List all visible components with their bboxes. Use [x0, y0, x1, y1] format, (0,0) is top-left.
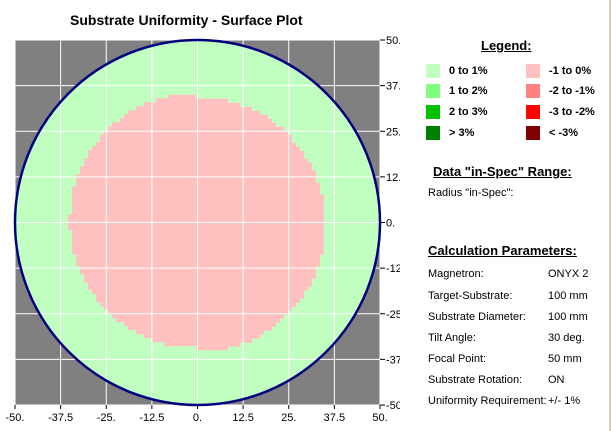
- legend-item: 1 to 2%: [426, 84, 488, 98]
- param-value: ONYX 2: [548, 268, 589, 280]
- legend-item: < -3%: [526, 126, 578, 140]
- legend-label: 2 to 3%: [449, 106, 488, 118]
- legend-item: > 3%: [426, 126, 474, 140]
- legend-label: 1 to 2%: [449, 85, 488, 97]
- y-tick-label: 25.: [386, 126, 400, 138]
- legend-heading: Legend:: [481, 38, 532, 53]
- surface-plot: 50. 37.5 25. 12.5 0. -12.5 -25. -37.5 -50. -50. -…: [6, 35, 400, 424]
- x-tick-label: 12.5: [232, 412, 253, 424]
- param-value: 30 deg.: [548, 332, 585, 344]
- legend-swatch: [526, 105, 540, 119]
- legend-label: > 3%: [449, 127, 475, 139]
- x-tick-label: 0.: [193, 412, 202, 424]
- params-heading: Calculation Parameters:: [428, 243, 577, 258]
- legend-label: -3 to -2%: [549, 106, 595, 118]
- param-value: 100 mm: [548, 290, 588, 302]
- legend-swatch: [426, 84, 440, 98]
- param-value: 100 mm: [548, 311, 588, 323]
- legend-swatch: [426, 126, 440, 140]
- x-tick-label: -12.5: [139, 412, 164, 424]
- param-value: ON: [548, 374, 565, 386]
- x-tick-label: -37.5: [48, 412, 73, 424]
- legend-swatch: [526, 126, 540, 140]
- y-tick-label: -37.5: [386, 354, 400, 366]
- legend-label: -2 to -1%: [549, 85, 595, 97]
- y-tick-label: -12.5: [386, 263, 400, 275]
- legend-item: -3 to -2%: [526, 105, 595, 119]
- param-value: 50 mm: [548, 353, 582, 365]
- param-value: +/- 1%: [548, 395, 581, 407]
- in-spec-heading: Data "in-Spec" Range:: [433, 164, 572, 179]
- legend-swatch: [526, 64, 540, 78]
- x-tick-label: 37.5: [324, 412, 345, 424]
- param-label: Tilt Angle:: [428, 332, 476, 344]
- param-label: Target-Substrate:: [428, 290, 513, 302]
- legend-item: 0 to 1%: [426, 64, 488, 78]
- y-tick-label: 12.5: [386, 172, 400, 184]
- legend-item: -1 to 0%: [526, 64, 591, 78]
- chart-title: Substrate Uniformity - Surface Plot: [70, 12, 303, 28]
- legend-swatch: [426, 64, 440, 78]
- x-tick-label: 50.: [372, 412, 387, 424]
- param-label: Substrate Rotation:: [428, 374, 523, 386]
- y-tick-label: 37.5: [386, 81, 400, 93]
- y-tick-label: 0.: [386, 218, 395, 230]
- x-tick-label: -50.: [6, 412, 25, 424]
- param-label: Focal Point:: [428, 353, 487, 365]
- legend-label: -1 to 0%: [549, 65, 592, 77]
- param-label: Magnetron:: [428, 268, 484, 280]
- param-label: Substrate Diameter:: [428, 311, 526, 323]
- legend-label: < -3%: [549, 127, 579, 139]
- legend-label: 0 to 1%: [449, 65, 488, 77]
- y-tick-label: -50.: [386, 400, 400, 412]
- param-label: Uniformity Requirement:: [428, 395, 547, 407]
- x-tick-label: 25.: [281, 412, 296, 424]
- in-spec-radius-label: Radius "in-Spec":: [428, 187, 514, 199]
- x-tick-label: -25.: [97, 412, 116, 424]
- legend-item: -2 to -1%: [526, 84, 595, 98]
- legend-swatch: [526, 84, 540, 98]
- window-edge: [609, 0, 611, 431]
- y-tick-label: -25.: [386, 309, 400, 321]
- legend-item: 2 to 3%: [426, 105, 488, 119]
- y-tick-label: 50.: [386, 35, 400, 47]
- legend-swatch: [426, 105, 440, 119]
